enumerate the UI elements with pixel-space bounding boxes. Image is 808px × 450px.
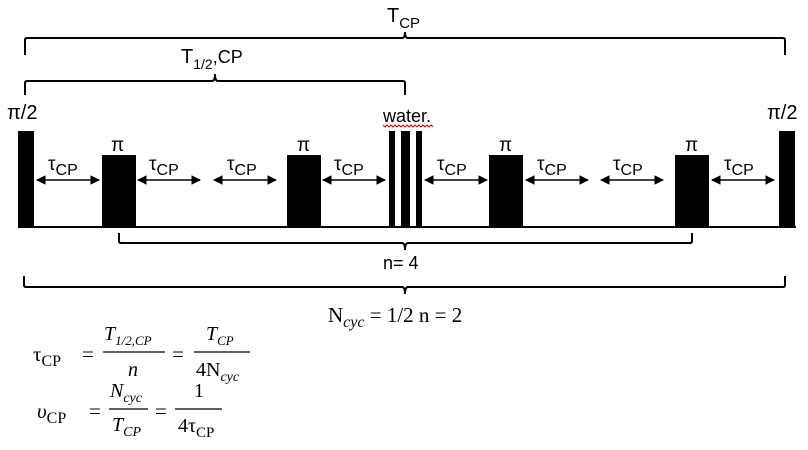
t-cp-total-label: TCP [387,5,420,32]
eq1-lhs: τCP [33,342,61,370]
tau-label-5: τCP [437,154,467,179]
water-pulse-3 [416,131,422,227]
tau-label-6: τCP [537,154,567,179]
water-label: water. [382,106,431,126]
pi-half-label-start: π/2 [7,102,37,124]
eq1-den1: n [128,359,138,381]
eq2-equals-2: = [155,399,167,423]
pi-label-3: π [499,135,512,156]
n-cyc-label: Ncyc = 1/2 n = 2 [328,303,462,331]
eq2-equals-1: = [89,399,101,423]
pi-half-label-end: π/2 [767,102,797,124]
tau-label-1: τCP [48,154,78,179]
n-label: n= 4 [383,253,419,273]
t-half-cp-brace [24,73,406,95]
eq2-num2: 1 [194,380,204,402]
eq1-den2: 4Ncyc [196,359,240,385]
eq2-den1: TCP [112,414,141,440]
tau-label-8: τCP [724,154,754,179]
eq2-num1: Ncyc [109,380,143,406]
pi-half-pulse-start [18,131,34,227]
n-cyc-brace [23,276,786,295]
pi-label-2: π [297,135,310,156]
eq1-num2: TCP [206,323,234,348]
eq1-num1: T1/2,CP [104,323,152,348]
eq1-equals-2: = [172,342,184,366]
pi-pulse-3 [489,155,523,227]
pi-label-1: π [111,135,124,156]
spellcheck-underline [382,124,434,128]
water-pulse-1 [389,131,395,227]
eq2-den2: 4τCP [178,415,214,441]
tau-label-4: τCP [334,154,364,179]
tau-label-2: τCP [149,154,179,179]
water-pulse-2 [401,131,410,227]
t-cp-total-brace [24,31,786,55]
t-half-cp-label: T1/2,CP [181,46,243,72]
eq2-lhs: υCP [37,399,66,427]
n-cycles-brace [118,233,693,251]
equation-tau-cp: τCP = T1/2,CP n = TCP 4Ncyc [33,323,250,385]
pi-pulse-1 [102,155,136,227]
tau-label-7: τCP [613,154,643,179]
eq1-equals-1: = [82,342,94,366]
equation-nu-cp: υCP = Ncyc TCP = 1 4τCP [37,380,222,441]
pi-pulse-2 [287,155,321,227]
pi-pulse-4 [675,155,709,227]
tau-label-3: τCP [227,154,257,179]
pi-half-pulse-end [779,131,795,227]
pi-label-4: π [685,135,698,156]
